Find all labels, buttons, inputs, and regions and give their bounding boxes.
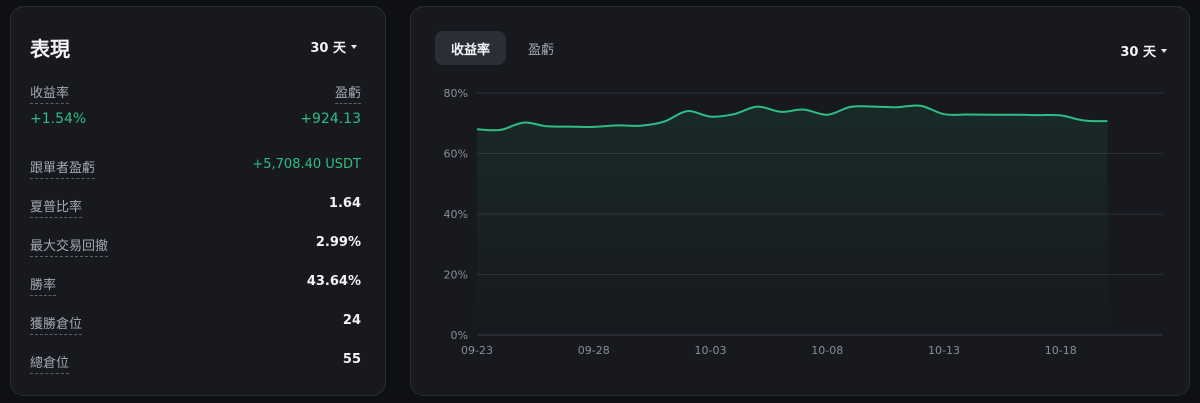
stat-row-win-rate: 勝率 43.64% <box>30 274 361 313</box>
stat-value: 1.64 <box>328 196 361 211</box>
stat-row-total-positions: 總倉位 55 <box>30 352 361 391</box>
y-tick-label: 40% <box>444 208 468 221</box>
tab-roi[interactable]: 收益率 <box>435 31 507 65</box>
chart-tabs: 收益率 盈虧 <box>435 31 570 65</box>
stat-label[interactable]: 跟單者盈虧 <box>30 157 96 179</box>
stat-label[interactable]: 獲勝倉位 <box>30 313 83 335</box>
roi-line <box>476 104 1108 132</box>
stat-value: 43.64% <box>306 274 361 289</box>
stat-label[interactable]: 勝率 <box>30 274 57 296</box>
chart-period-selector[interactable]: 30 天 <box>1120 41 1167 60</box>
roi-value: +1.54% <box>30 111 87 127</box>
stat-row-copier-pnl: 跟單者盈虧 +5,708.40 USDT <box>30 157 361 196</box>
x-tick-label: 10-03 <box>695 344 727 357</box>
performance-title: 表現 <box>30 37 70 61</box>
stat-value: +5,708.40 USDT <box>252 157 361 172</box>
stat-label[interactable]: 總倉位 <box>30 352 70 374</box>
y-tick-label: 0% <box>451 329 468 342</box>
x-tick-label: 09-23 <box>461 344 493 357</box>
performance-period-selector[interactable]: 30 天 <box>310 37 357 56</box>
y-tick-label: 60% <box>444 148 468 161</box>
stat-value: 2.99% <box>315 235 361 250</box>
y-tick-label: 80% <box>444 87 468 100</box>
stat-value: 24 <box>342 313 361 328</box>
stat-label[interactable]: 夏普比率 <box>30 196 83 218</box>
x-tick-label: 10-18 <box>1045 344 1077 357</box>
stat-row-max-drawdown: 最大交易回撤 2.99% <box>30 235 361 274</box>
performance-period-label: 30 天 <box>310 41 346 56</box>
caret-down-icon <box>1161 48 1167 53</box>
x-tick-label: 10-08 <box>811 344 843 357</box>
roi-chart: 80% 60% 40% 20% 0% 09-23 09-28 10-03 10-08 10-13… <box>444 87 1163 357</box>
stat-label[interactable]: 最大交易回撤 <box>30 235 109 257</box>
caret-down-icon <box>351 44 357 49</box>
roi-area <box>477 105 1108 335</box>
stat-row-winning-positions: 獲勝倉位 24 <box>30 313 361 352</box>
x-tick-label: 10-13 <box>928 344 960 357</box>
y-tick-label: 20% <box>444 269 468 282</box>
pnl-label[interactable]: 盈虧 <box>334 82 361 104</box>
stats-list: 跟單者盈虧 +5,708.40 USDT 夏普比率 1.64 最大交易回撤 2.… <box>30 157 361 391</box>
chart-period-label: 30 天 <box>1120 45 1156 60</box>
stat-row-sharpe-ratio: 夏普比率 1.64 <box>30 196 361 235</box>
chart-card: 收益率 盈虧 30 天 80% 60% 40% 20% 0% 09-23 09-28 10-… <box>410 6 1190 396</box>
pnl-value: +924.13 <box>300 111 361 127</box>
x-tick-label: 09-28 <box>578 344 610 357</box>
roi-label[interactable]: 收益率 <box>30 82 70 104</box>
tab-pnl[interactable]: 盈虧 <box>528 42 555 58</box>
stat-value: 55 <box>342 352 361 367</box>
performance-card: 表現 30 天 收益率 盈虧 +1.54% +924.13 跟單者盈虧 +5,7… <box>10 6 386 396</box>
